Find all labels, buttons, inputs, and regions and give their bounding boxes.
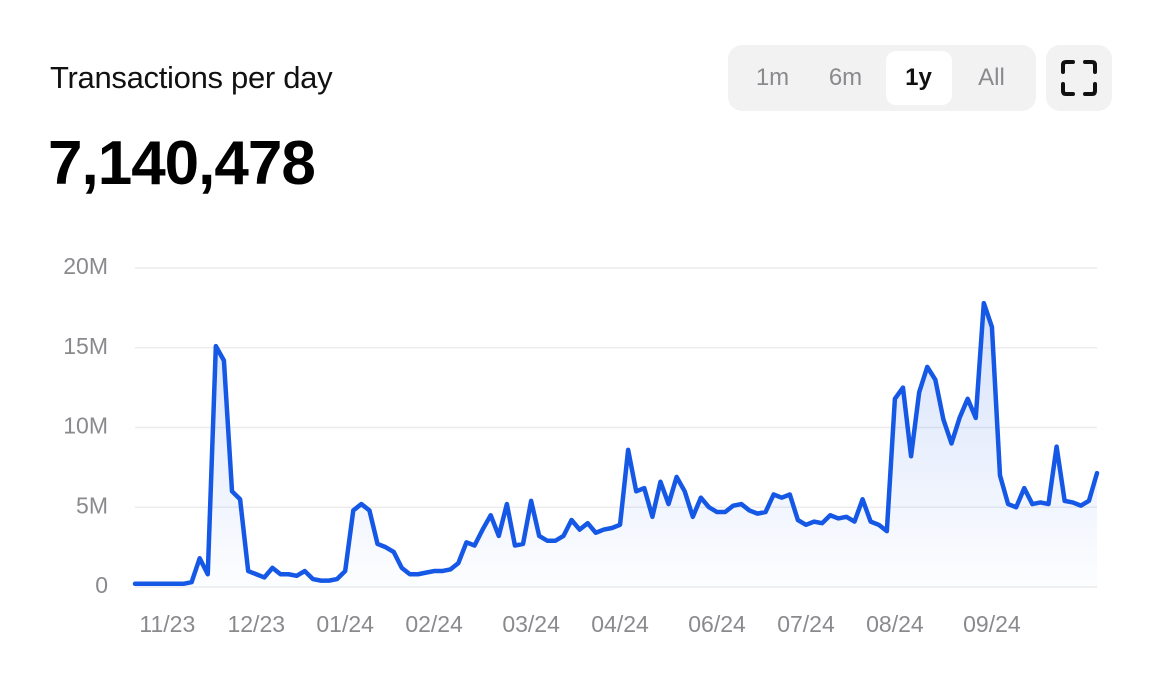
y-tick-label: 5M: [76, 492, 108, 518]
range-button[interactable]: All: [978, 64, 1005, 91]
y-tick-label: 0: [95, 572, 108, 598]
x-tick-label: 07/24: [777, 611, 835, 637]
range-button[interactable]: 6m: [828, 64, 863, 91]
x-tick-label: 09/24: [963, 611, 1021, 637]
card-title: Transactions per day: [50, 60, 333, 95]
x-tick-label: 01/24: [316, 611, 374, 637]
x-tick-label: 03/24: [502, 611, 560, 637]
range-button[interactable]: 1y: [885, 51, 952, 105]
range-button[interactable]: 1m: [755, 64, 790, 91]
y-tick-label: 20M: [63, 253, 108, 279]
x-tick-label: 02/24: [405, 611, 463, 637]
expand-icon: [1061, 60, 1097, 96]
x-tick-label: 04/24: [591, 611, 649, 637]
range-selector: 1m 6m 1y All: [728, 45, 1036, 111]
expand-button[interactable]: [1046, 45, 1112, 111]
x-tick-label: 12/23: [227, 611, 285, 637]
x-tick-label: 11/23: [139, 611, 195, 637]
x-tick-label: 06/24: [688, 611, 746, 637]
data-line: [132, 300, 1100, 587]
y-tick-label: 15M: [63, 333, 108, 359]
y-tick-label: 10M: [63, 413, 108, 439]
line-area: [135, 303, 1097, 587]
x-tick-label: 08/24: [866, 611, 924, 637]
current-value: 7,140,478: [48, 129, 316, 198]
